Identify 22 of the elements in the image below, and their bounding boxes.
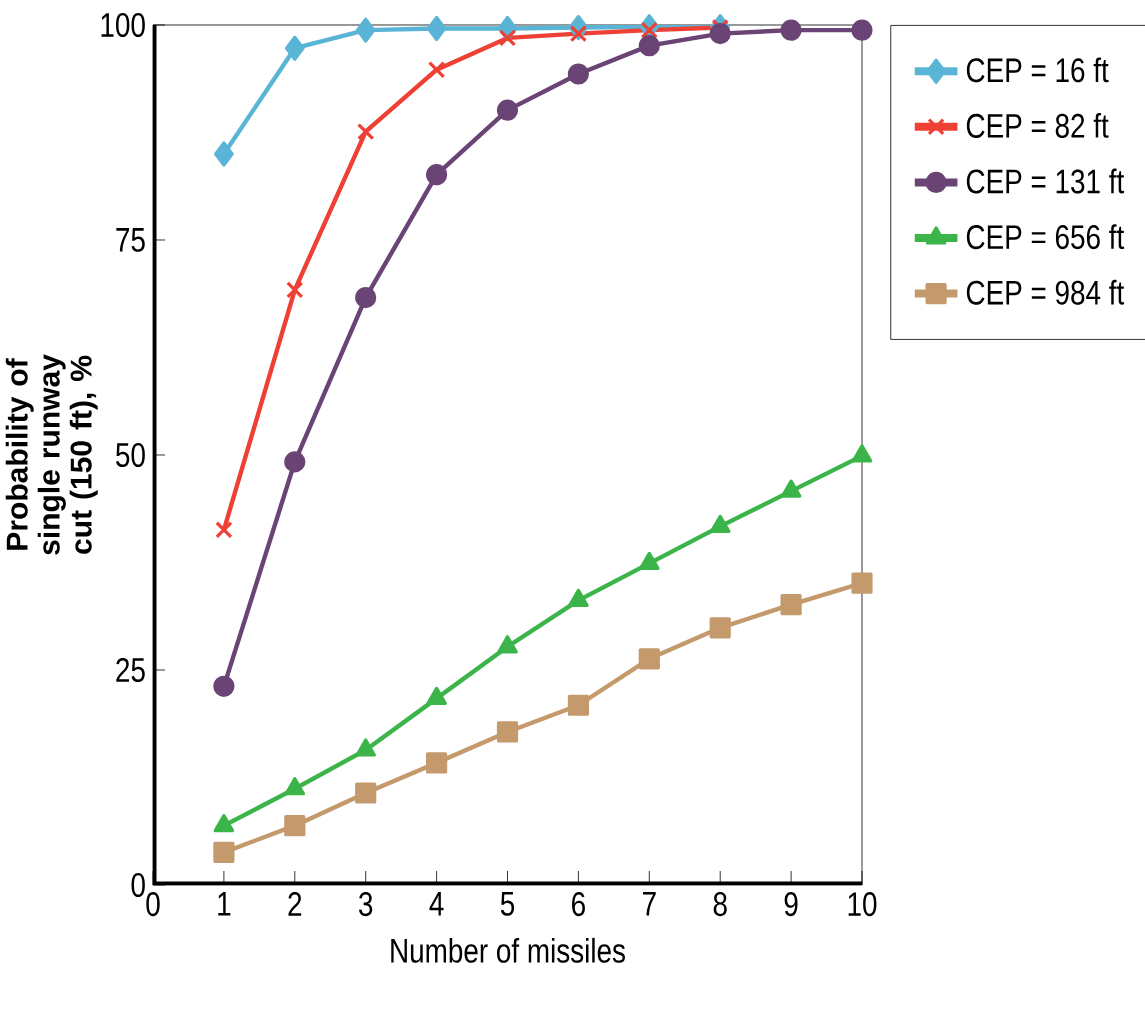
y-tick-label: 100 xyxy=(101,12,145,38)
y-tick-label: 0 xyxy=(131,872,145,898)
legend-label: CEP = 984 ft xyxy=(966,279,1125,305)
x-tick-label: 5 xyxy=(500,892,515,916)
y-axis-title: Probability of single runway cut (150 ft), % xyxy=(5,354,98,555)
x-tick-label: 3 xyxy=(359,892,373,917)
legend-label: CEP = 82 ft xyxy=(966,113,1109,138)
x-tick-label: 2 xyxy=(288,892,302,916)
x-tick-label: 9 xyxy=(784,892,798,917)
x-tick-label: 1 xyxy=(218,892,231,916)
legend-label: CEP = 656 ft xyxy=(966,224,1125,250)
x-tick-label: 6 xyxy=(572,892,585,917)
x-tick-label: 8 xyxy=(713,892,727,917)
legend-label: CEP = 16 ft xyxy=(966,57,1109,83)
y-tick-label: 75 xyxy=(116,228,145,252)
x-tick-label: 4 xyxy=(429,892,444,916)
x-tick-label: 7 xyxy=(643,892,656,916)
x-axis-title: Number of missiles xyxy=(391,937,625,963)
legend-label: CEP = 131 ft xyxy=(966,168,1125,194)
y-tick-label: 50 xyxy=(116,442,145,468)
y-tick-label: 25 xyxy=(116,657,145,683)
x-tick-label: 10 xyxy=(848,892,877,917)
